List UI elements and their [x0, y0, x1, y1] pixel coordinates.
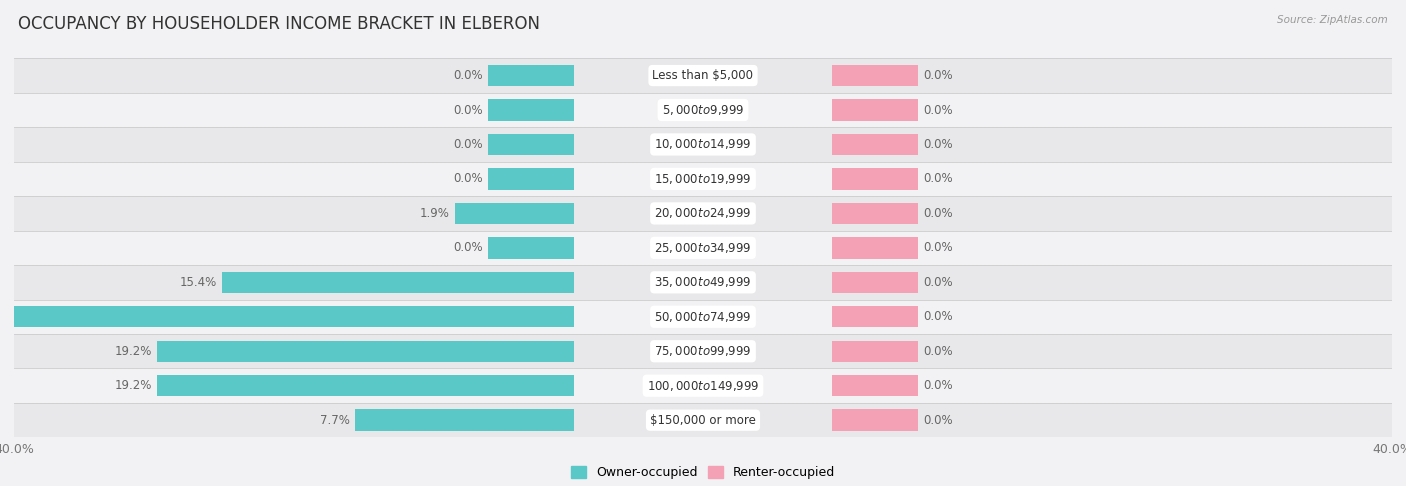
Text: 0.0%: 0.0%: [924, 173, 953, 186]
Bar: [14, 403, 1392, 437]
Text: 0.0%: 0.0%: [453, 69, 482, 82]
Text: 19.2%: 19.2%: [114, 379, 152, 392]
Bar: [488, 237, 574, 259]
Text: 0.0%: 0.0%: [924, 242, 953, 254]
Text: 0.0%: 0.0%: [453, 104, 482, 117]
Text: $25,000 to $34,999: $25,000 to $34,999: [654, 241, 752, 255]
Text: 7.7%: 7.7%: [321, 414, 350, 427]
Text: 0.0%: 0.0%: [924, 379, 953, 392]
Bar: [832, 410, 918, 431]
Legend: Owner-occupied, Renter-occupied: Owner-occupied, Renter-occupied: [567, 461, 839, 484]
Bar: [14, 127, 1392, 162]
Bar: [488, 134, 574, 155]
Text: $150,000 or more: $150,000 or more: [650, 414, 756, 427]
Text: 0.0%: 0.0%: [924, 207, 953, 220]
Bar: [14, 196, 1392, 231]
Bar: [14, 334, 1392, 368]
Bar: [14, 162, 1392, 196]
Bar: [14, 299, 1392, 334]
Text: 0.0%: 0.0%: [924, 414, 953, 427]
Text: 0.0%: 0.0%: [453, 138, 482, 151]
Text: 0.0%: 0.0%: [924, 104, 953, 117]
Text: 19.2%: 19.2%: [114, 345, 152, 358]
Text: 0.0%: 0.0%: [924, 138, 953, 151]
Text: $50,000 to $74,999: $50,000 to $74,999: [654, 310, 752, 324]
Bar: [14, 265, 1392, 299]
Text: 0.0%: 0.0%: [924, 310, 953, 323]
Bar: [157, 375, 574, 397]
Bar: [832, 134, 918, 155]
Text: $35,000 to $49,999: $35,000 to $49,999: [654, 276, 752, 289]
Text: OCCUPANCY BY HOUSEHOLDER INCOME BRACKET IN ELBERON: OCCUPANCY BY HOUSEHOLDER INCOME BRACKET …: [18, 15, 540, 33]
Bar: [488, 65, 574, 86]
Text: 0.0%: 0.0%: [924, 345, 953, 358]
Text: Less than $5,000: Less than $5,000: [652, 69, 754, 82]
Text: 0.0%: 0.0%: [924, 69, 953, 82]
Text: 0.0%: 0.0%: [924, 276, 953, 289]
Text: $15,000 to $19,999: $15,000 to $19,999: [654, 172, 752, 186]
Bar: [356, 410, 574, 431]
Bar: [488, 99, 574, 121]
Text: $5,000 to $9,999: $5,000 to $9,999: [662, 103, 744, 117]
Text: 1.9%: 1.9%: [420, 207, 450, 220]
Bar: [222, 272, 574, 293]
Text: $100,000 to $149,999: $100,000 to $149,999: [647, 379, 759, 393]
Bar: [488, 168, 574, 190]
Bar: [832, 306, 918, 328]
Bar: [14, 58, 1392, 93]
Text: $75,000 to $99,999: $75,000 to $99,999: [654, 344, 752, 358]
Bar: [832, 168, 918, 190]
Bar: [832, 237, 918, 259]
Bar: [456, 203, 574, 224]
Bar: [14, 231, 1392, 265]
Bar: [0, 306, 574, 328]
Text: 0.0%: 0.0%: [453, 173, 482, 186]
Bar: [832, 341, 918, 362]
Text: 0.0%: 0.0%: [453, 242, 482, 254]
Text: $10,000 to $14,999: $10,000 to $14,999: [654, 138, 752, 152]
Text: 15.4%: 15.4%: [180, 276, 218, 289]
Bar: [14, 368, 1392, 403]
Text: Source: ZipAtlas.com: Source: ZipAtlas.com: [1277, 15, 1388, 25]
Text: $20,000 to $24,999: $20,000 to $24,999: [654, 207, 752, 220]
Bar: [832, 203, 918, 224]
Bar: [14, 93, 1392, 127]
Bar: [832, 99, 918, 121]
Bar: [157, 341, 574, 362]
Bar: [832, 65, 918, 86]
Bar: [832, 375, 918, 397]
Bar: [832, 272, 918, 293]
